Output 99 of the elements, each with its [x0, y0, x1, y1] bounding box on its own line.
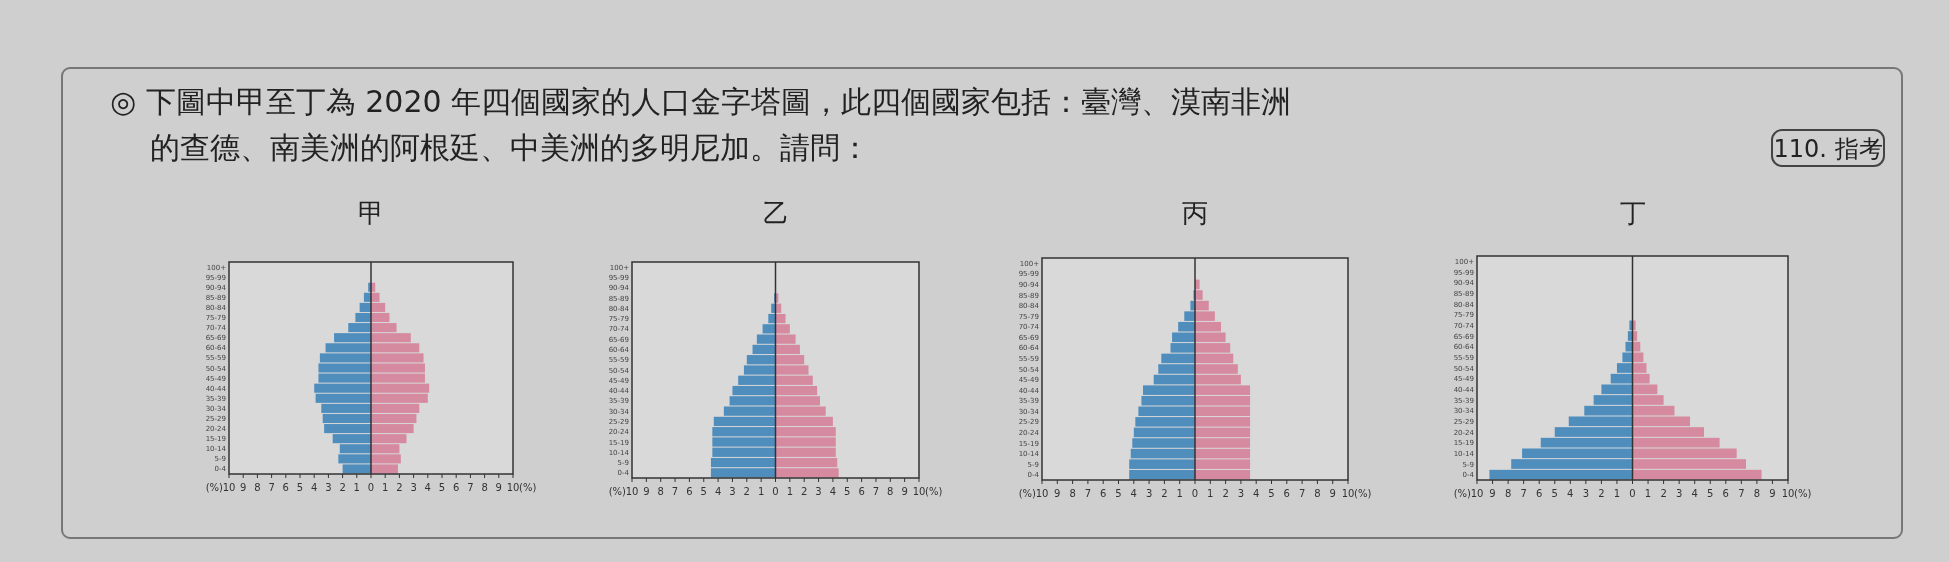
x-tick-label: 3 [1237, 488, 1245, 499]
x-tick-label: 7 [872, 486, 880, 497]
x-tick-label: 9 [901, 486, 908, 497]
x-tick-label: 7 [268, 482, 275, 493]
x-tick-label: 4 [1567, 488, 1574, 499]
x-tick-label: 10 [506, 482, 520, 493]
x-tick-label: 9 [1329, 488, 1336, 499]
x-tick-label: 1 [757, 486, 765, 497]
x-tick-label: 3 [410, 482, 417, 493]
x-tick-label: 2 [1660, 488, 1667, 499]
x-tick-label: 5 [438, 482, 446, 493]
x-tick-label: 0 [1629, 488, 1636, 499]
x-tick-label: 3 [1145, 488, 1153, 499]
x-tick-label: 4 [424, 482, 431, 493]
x-tick-label: 2 [339, 482, 346, 493]
x-tick-label: 10 [912, 486, 926, 497]
x-tick-label: 1 [1613, 488, 1621, 499]
x-tick-label: 6 [686, 486, 693, 497]
x-tick-label: 7 [1084, 488, 1092, 499]
x-tick-label: 10 [625, 486, 639, 497]
x-axis-title: (%) [608, 486, 627, 497]
x-tick-label: 5 [844, 486, 851, 497]
x-tick-label: 5 [1551, 488, 1558, 499]
chart-title: 乙 [762, 198, 789, 228]
text: 110. 指考 [1773, 135, 1883, 163]
x-tick-label: 5 [1115, 488, 1122, 499]
chart-title: 丙 [1182, 198, 1208, 228]
x-tick-label: 5 [296, 482, 304, 493]
x-axis-title: (%) [205, 482, 224, 493]
x-tick-label: 3 [1582, 488, 1590, 499]
x-tick-label: 1 [1207, 488, 1214, 499]
x-tick-label: 9 [495, 482, 502, 493]
x-tick-label: 8 [1504, 488, 1512, 499]
chart-title: 丁 [1619, 198, 1646, 228]
x-tick-label: 8 [1069, 488, 1076, 499]
x-tick-label: 3 [729, 486, 736, 497]
x-tick-label: 10 [1341, 488, 1355, 499]
x-tick-label: 10 [1781, 488, 1795, 499]
x-tick-label: 5 [700, 486, 707, 497]
x-tick-label: 4 [829, 486, 837, 497]
x-tick-label: 9 [1489, 488, 1496, 499]
x-tick-label: 10 [1470, 488, 1484, 499]
x-tick-label: 8 [1753, 488, 1761, 499]
text: (%) [1354, 488, 1372, 499]
x-tick-label: 1 [1644, 488, 1652, 499]
x-tick-label: 1 [382, 482, 389, 493]
x-tick-label: 7 [1738, 488, 1745, 499]
x-tick-label: 4 [714, 486, 722, 497]
x-tick-label: 7 [1298, 488, 1306, 499]
x-tick-label: 2 [396, 482, 403, 493]
x-axis-title: (%) [1453, 488, 1472, 499]
x-tick-label: 6 [453, 482, 460, 493]
x-tick-label: 2 [1222, 488, 1229, 499]
x-tick-label: 6 [282, 482, 289, 493]
x-tick-label: 4 [311, 482, 318, 493]
x-tick-label: 4 [1253, 488, 1260, 499]
x-tick-label: 8 [657, 486, 664, 497]
text: (%) [925, 486, 943, 497]
x-tick-label: 2 [1161, 488, 1168, 499]
x-tick-label: 8 [481, 482, 488, 493]
x-tick-label: 9 [240, 482, 247, 493]
text: 的查德、南美洲的阿根廷、中美洲的多明尼加。請問： [150, 130, 870, 165]
x-tick-label: 0 [1191, 488, 1199, 499]
x-tick-label: 3 [325, 482, 332, 493]
x-tick-label: 4 [1691, 488, 1698, 499]
text: (%) [1794, 488, 1812, 499]
x-tick-label: 2 [743, 486, 750, 497]
x-tick-label: 7 [671, 486, 679, 497]
chart-title: 甲 [358, 198, 384, 228]
x-tick-label: 6 [1283, 488, 1290, 499]
x-tick-label: 2 [1598, 488, 1605, 499]
x-tick-label: 0 [772, 486, 779, 497]
x-tick-label: 1 [786, 486, 794, 497]
x-tick-label: 6 [1722, 488, 1729, 499]
x-tick-label: 9 [643, 486, 650, 497]
x-tick-label: 0 [367, 482, 375, 493]
x-tick-label: 2 [801, 486, 808, 497]
x-tick-label: 9 [1054, 488, 1061, 499]
x-tick-label: 5 [1268, 488, 1275, 499]
x-tick-label: 7 [1520, 488, 1527, 499]
x-axis-title: (%) [1018, 488, 1037, 499]
x-tick-label: 8 [1314, 488, 1321, 499]
x-tick-label: 1 [353, 482, 360, 493]
x-tick-label: 5 [1707, 488, 1714, 499]
x-tick-label: 1 [1176, 488, 1183, 499]
text: ◎ 下圖中甲至丁為 2020 年四個國家的人口金字塔圖，此四個國家包括：臺灣、漠南非洲 [110, 84, 1292, 119]
x-tick-label: 10 [222, 482, 236, 493]
x-tick-label: 10 [1035, 488, 1049, 499]
x-tick-label: 3 [1675, 488, 1683, 499]
x-tick-label: 7 [467, 482, 474, 493]
x-tick-label: 8 [887, 486, 894, 497]
x-tick-label: 8 [254, 482, 261, 493]
x-tick-label: 9 [1769, 488, 1776, 499]
x-tick-label: 6 [1100, 488, 1107, 499]
x-tick-label: 6 [858, 486, 865, 497]
x-tick-label: 4 [1130, 488, 1137, 499]
x-tick-label: 6 [1536, 488, 1543, 499]
text: (%) [519, 482, 537, 493]
x-tick-label: 3 [815, 486, 822, 497]
